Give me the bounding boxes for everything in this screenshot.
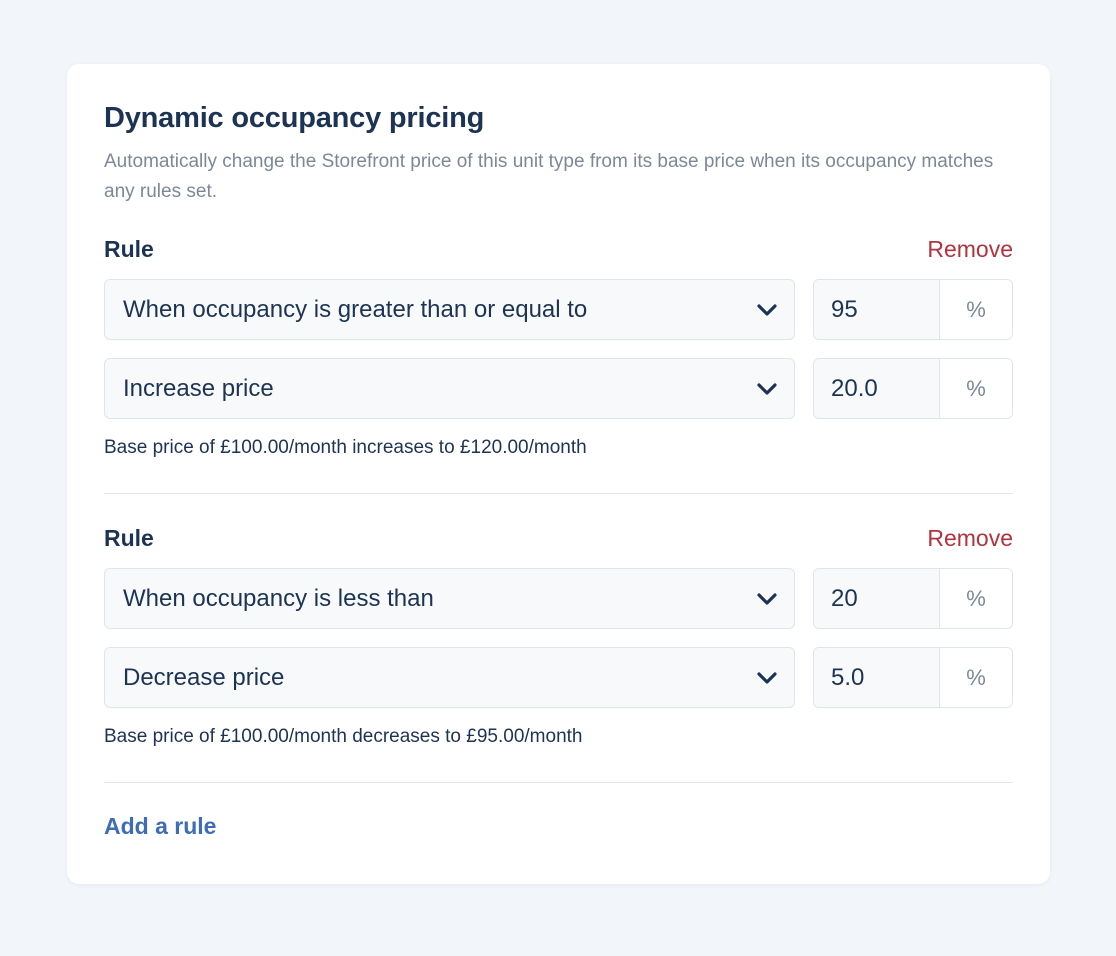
percent-unit-label: % [940, 280, 1012, 339]
remove-rule-button[interactable]: Remove [927, 524, 1013, 551]
condition-row: When occupancy is greater than or equal … [104, 279, 1013, 340]
condition-select-value: When occupancy is greater than or equal … [123, 295, 588, 323]
occupancy-threshold-input[interactable]: 20 [814, 569, 940, 628]
percent-unit-label: % [940, 569, 1012, 628]
dynamic-pricing-card: Dynamic occupancy pricing Automatically … [67, 64, 1050, 884]
card-title: Dynamic occupancy pricing [104, 102, 485, 134]
action-select-value: Decrease price [123, 663, 285, 691]
occupancy-threshold-field: 95 % [813, 279, 1013, 340]
price-adjustment-field: 20.0 % [813, 358, 1013, 419]
price-adjustment-input[interactable]: 5.0 [814, 648, 940, 707]
percent-unit-label: % [940, 648, 1012, 707]
action-select-value: Increase price [123, 374, 274, 402]
rule-block: Rule Remove When occupancy is greater th… [104, 232, 1013, 460]
rule-block: Rule Remove When occupancy is less than … [104, 521, 1013, 749]
rule-label: Rule [104, 524, 154, 551]
chevron-down-icon [756, 588, 778, 610]
occupancy-threshold-field: 20 % [813, 568, 1013, 629]
chevron-down-icon [756, 299, 778, 321]
occupancy-threshold-input[interactable]: 95 [814, 280, 940, 339]
action-select[interactable]: Increase price [104, 358, 795, 419]
action-select[interactable]: Decrease price [104, 647, 795, 708]
condition-select[interactable]: When occupancy is greater than or equal … [104, 279, 795, 340]
rule-summary: Base price of £100.00/month increases to… [104, 437, 587, 458]
chevron-down-icon [756, 378, 778, 400]
condition-row: When occupancy is less than 20 % [104, 568, 1013, 629]
chevron-down-icon [756, 667, 778, 689]
rule-header: Rule Remove [104, 232, 1013, 266]
rule-summary: Base price of £100.00/month decreases to… [104, 726, 583, 747]
price-adjustment-field: 5.0 % [813, 647, 1013, 708]
price-adjustment-input[interactable]: 20.0 [814, 359, 940, 418]
percent-unit-label: % [940, 359, 1012, 418]
condition-select-value: When occupancy is less than [123, 584, 434, 612]
action-row: Decrease price 5.0 % [104, 647, 1013, 708]
card-description: Automatically change the Storefront pric… [104, 151, 994, 202]
rule-label: Rule [104, 235, 154, 262]
remove-rule-button[interactable]: Remove [927, 235, 1013, 262]
condition-select[interactable]: When occupancy is less than [104, 568, 795, 629]
divider [104, 493, 1013, 494]
rule-header: Rule Remove [104, 521, 1013, 555]
action-row: Increase price 20.0 % [104, 358, 1013, 419]
add-rule-button[interactable]: Add a rule [104, 813, 217, 839]
divider [104, 782, 1013, 783]
